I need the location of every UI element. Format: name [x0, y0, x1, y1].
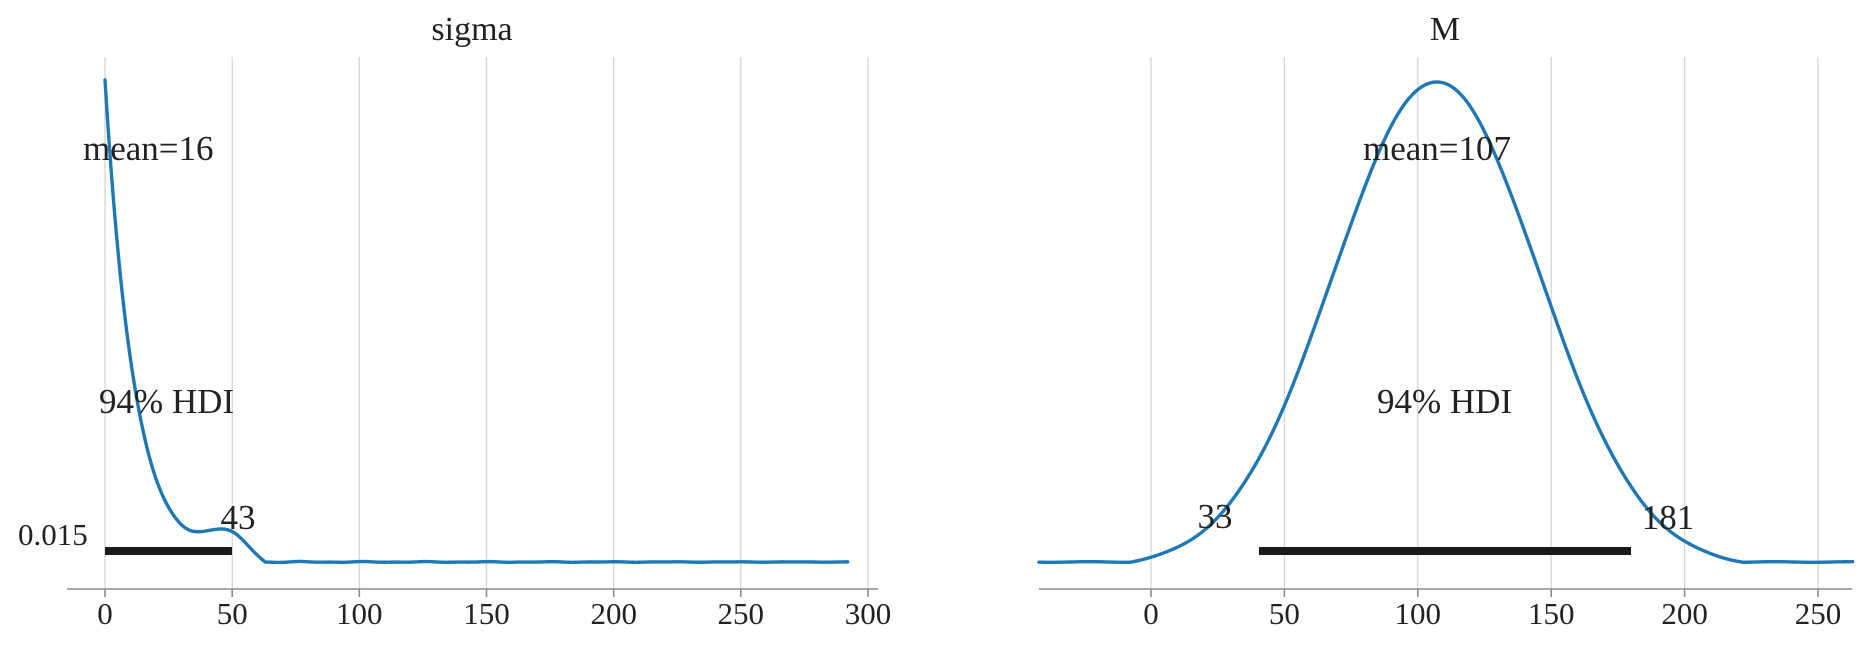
- svg-text:0: 0: [97, 596, 113, 631]
- svg-text:sigma: sigma: [431, 11, 512, 48]
- svg-text:150: 150: [463, 596, 510, 631]
- svg-text:181: 181: [1642, 498, 1695, 537]
- svg-text:0.015: 0.015: [18, 517, 88, 552]
- svg-text:mean=16: mean=16: [83, 129, 214, 168]
- svg-text:250: 250: [1795, 596, 1842, 631]
- svg-text:300: 300: [845, 596, 892, 631]
- svg-text:200: 200: [590, 596, 637, 631]
- svg-text:50: 50: [217, 596, 248, 631]
- svg-text:94% HDI: 94% HDI: [1377, 382, 1512, 421]
- svg-text:33: 33: [1198, 497, 1233, 536]
- svg-text:94% HDI: 94% HDI: [99, 382, 234, 421]
- svg-text:100: 100: [336, 596, 383, 631]
- svg-text:200: 200: [1661, 596, 1708, 631]
- svg-text:mean=107: mean=107: [1363, 129, 1511, 168]
- svg-text:50: 50: [1269, 596, 1300, 631]
- svg-text:0: 0: [1143, 596, 1159, 631]
- svg-text:M: M: [1430, 11, 1460, 48]
- svg-text:150: 150: [1528, 596, 1575, 631]
- svg-text:250: 250: [718, 596, 765, 631]
- svg-text:43: 43: [221, 498, 256, 537]
- svg-text:100: 100: [1395, 596, 1442, 631]
